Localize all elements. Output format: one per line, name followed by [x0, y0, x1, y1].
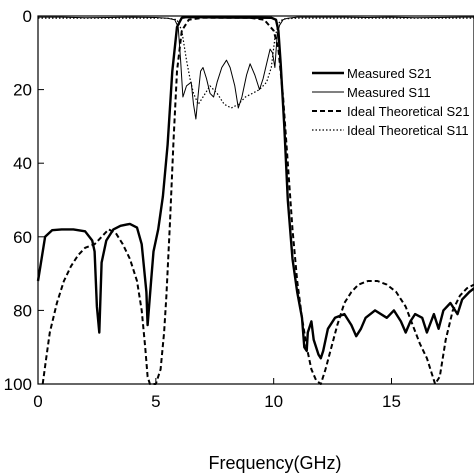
series-layer [36, 15, 474, 385]
series-line-1 [36, 15, 474, 360]
y-tick-label: 100 [4, 375, 32, 394]
legend: Measured S21 Measured S11 Ideal Theoretica… [312, 66, 470, 138]
x-tick-label: 5 [151, 392, 160, 411]
x-tick-label: 0 [33, 392, 42, 411]
y-tick-label: 0 [23, 7, 32, 26]
plot-area [36, 15, 474, 385]
x-axis-label: Frequency(GHz) [208, 453, 341, 473]
series-line-4 [38, 17, 474, 109]
plot-frame [37, 15, 474, 385]
legend-label: Ideal Theoretical S21 [347, 104, 470, 119]
y-tick-label: 80 [13, 301, 32, 320]
y-tick-label: 20 [13, 81, 32, 100]
x-tick-label: 10 [264, 392, 283, 411]
series-line-2 [38, 16, 474, 120]
y-tick-label: 40 [13, 154, 32, 173]
x-axis: 0 5 10 15 [33, 378, 401, 411]
legend-label: Measured S11 [347, 85, 431, 100]
legend-label: Measured S21 [347, 66, 432, 81]
y-axis: 0 20 40 60 80 100 [4, 7, 44, 394]
y-tick-label: 60 [13, 228, 32, 247]
legend-label: Ideal Theoretical S11 [347, 123, 469, 138]
x-tick-label: 15 [382, 392, 401, 411]
series-line-3 [41, 16, 474, 385]
